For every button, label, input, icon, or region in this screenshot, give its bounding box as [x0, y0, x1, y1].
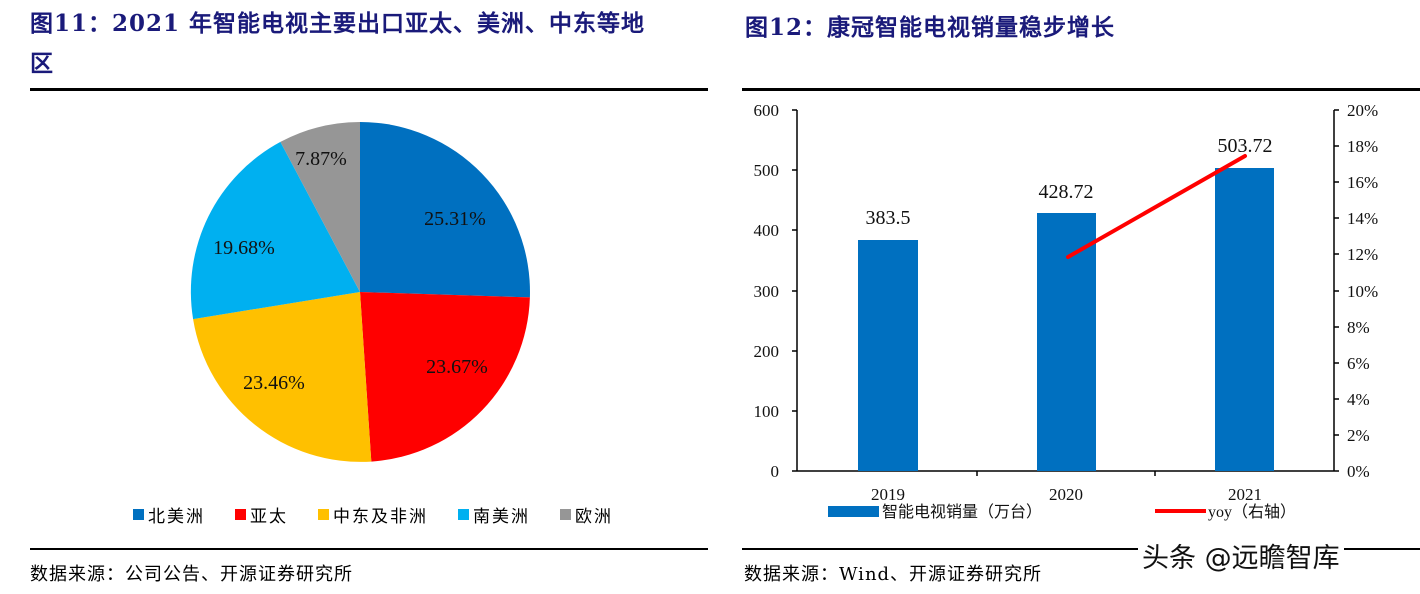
- legend-item-south-america: 南美洲: [458, 502, 530, 527]
- left-source-note: 数据来源：公司公告、开源证券研究所: [30, 564, 353, 585]
- legend-item-europe: 欧洲: [560, 502, 613, 527]
- legend-swatch-icon: [458, 509, 469, 520]
- pie-slice-middle-east-africa: [193, 292, 372, 462]
- y-right-tick: 8%: [1347, 318, 1370, 337]
- legend-line-label: yoy（右轴）: [1208, 503, 1296, 521]
- legend-swatch-icon: [235, 509, 246, 520]
- pie-slice-asia-pacific: [360, 292, 530, 462]
- watermark: 头条 @远瞻智库: [1138, 536, 1344, 575]
- bar-line-chart: 600 500 400 300 200 100 0 20% 18% 16% 14…: [754, 101, 1379, 521]
- right-source-rule: [742, 548, 1420, 550]
- y-right-tick: 6%: [1347, 354, 1370, 373]
- bar-2021: [1215, 168, 1274, 471]
- legend-bar-swatch-icon: [828, 506, 879, 517]
- pie-slice-europe: [280, 122, 360, 292]
- y-right-tick: 14%: [1347, 209, 1378, 228]
- bar-chart-legend: 智能电视销量（万台） yoy（右轴）: [828, 503, 1296, 521]
- y-left-tick: 600: [754, 101, 780, 120]
- y-right-tick: 0%: [1347, 462, 1370, 481]
- legend-swatch-icon: [133, 509, 144, 520]
- left-chart-title: 图11：2021 年智能电视主要出口亚太、美洲、中东等地 区: [30, 6, 720, 82]
- pie-slice-north-america: [360, 122, 530, 298]
- pie-label-europe: 7.87%: [295, 148, 347, 170]
- pie-label-middle-east-africa: 23.46%: [243, 372, 305, 394]
- y-right-tick: 2%: [1347, 426, 1370, 445]
- pie-label-asia-pacific: 23.67%: [426, 356, 488, 378]
- y-left-tick: 0: [771, 462, 780, 481]
- bar-2020: [1037, 213, 1096, 471]
- y-left-tick: 500: [754, 161, 780, 180]
- pie-legend: 北美洲 亚太 中东及非洲 南美洲 欧洲: [133, 502, 643, 527]
- pie-slices: [190, 122, 530, 462]
- y-right-tick: 20%: [1347, 101, 1378, 120]
- x-tick-2019: 2019: [871, 485, 905, 504]
- left-title-line2: 区: [30, 50, 54, 77]
- pie-label-north-america: 25.31%: [424, 208, 486, 230]
- y-left-tick: 400: [754, 221, 780, 240]
- legend-bar-label: 智能电视销量（万台）: [882, 503, 1042, 521]
- y-right-tick: 4%: [1347, 390, 1370, 409]
- y-right-tick: 16%: [1347, 173, 1378, 192]
- legend-item-asia-pacific: 亚太: [235, 502, 288, 527]
- right-source-note: 数据来源：Wind、开源证券研究所: [744, 564, 1043, 585]
- y-right-tick: 18%: [1347, 137, 1378, 156]
- bar-label-2019: 383.5: [866, 207, 911, 229]
- legend-item-middle-east-africa: 中东及非洲: [318, 502, 428, 527]
- yoy-line: [1066, 154, 1247, 259]
- left-source-rule: [30, 548, 708, 550]
- y-left-tick: 100: [754, 402, 780, 421]
- right-title-rule: [742, 88, 1420, 91]
- y-right-tick: 12%: [1347, 245, 1378, 264]
- left-title-line1: 图11：2021 年智能电视主要出口亚太、美洲、中东等地: [30, 10, 646, 37]
- pie-chart: 25.31% 23.67% 23.46% 19.68% 7.87%: [190, 122, 530, 462]
- legend-line-swatch-icon: [1155, 509, 1206, 513]
- right-chart-title: 图12：康冠智能电视销量稳步增长: [745, 14, 1116, 41]
- pie-label-south-america: 19.68%: [213, 237, 275, 259]
- y-left-tick: 200: [754, 342, 780, 361]
- y-right-tick: 10%: [1347, 282, 1378, 301]
- x-tick-2020: 2020: [1049, 485, 1083, 504]
- legend-swatch-icon: [318, 509, 329, 520]
- left-title-rule: [30, 88, 708, 91]
- bar-2019: [858, 240, 918, 471]
- y-left-tick: 300: [754, 282, 780, 301]
- bar-label-2021: 503.72: [1218, 135, 1273, 157]
- pie-slice-south-america: [190, 141, 360, 320]
- legend-swatch-icon: [560, 509, 571, 520]
- x-tick-2021: 2021: [1228, 485, 1262, 504]
- legend-item-north-america: 北美洲: [133, 502, 205, 527]
- bar-label-2020: 428.72: [1039, 181, 1094, 203]
